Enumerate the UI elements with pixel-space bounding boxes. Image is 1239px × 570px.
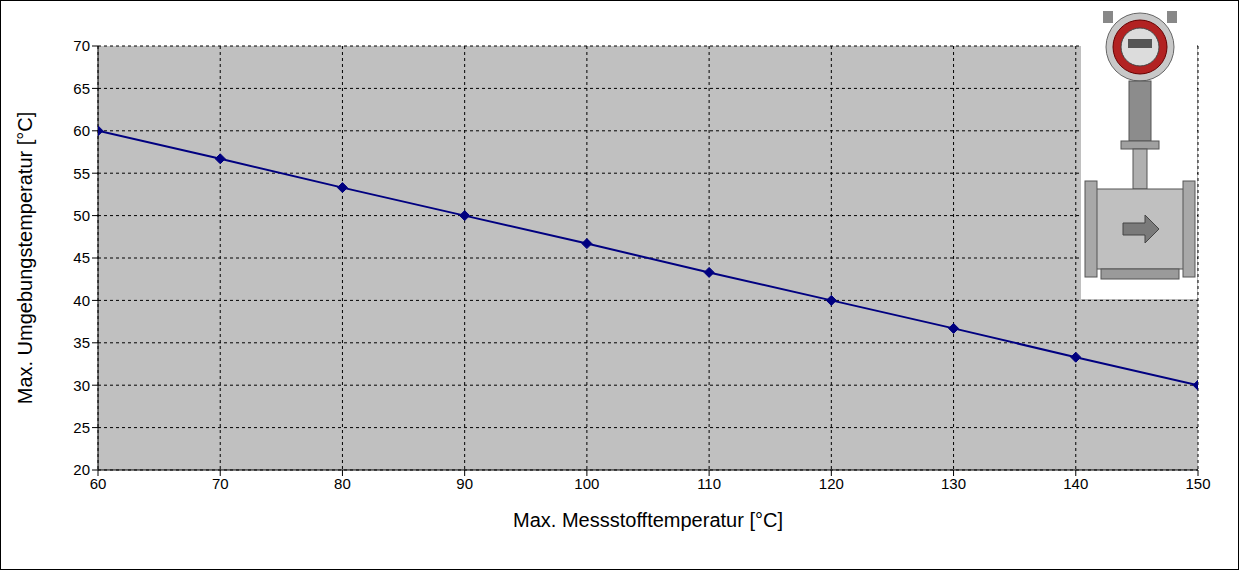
svg-text:120: 120	[819, 475, 844, 492]
svg-text:90: 90	[456, 475, 473, 492]
svg-text:30: 30	[73, 377, 90, 394]
svg-text:55: 55	[73, 165, 90, 182]
svg-text:70: 70	[73, 37, 90, 54]
svg-text:130: 130	[941, 475, 966, 492]
svg-text:150: 150	[1185, 475, 1210, 492]
svg-text:110: 110	[697, 475, 721, 492]
svg-text:Max. Umgebungstemperatur [°C]: Max. Umgebungstemperatur [°C]	[14, 112, 36, 405]
svg-text:35: 35	[73, 334, 90, 351]
svg-text:65: 65	[73, 80, 90, 97]
svg-text:80: 80	[334, 475, 351, 492]
svg-text:60: 60	[90, 475, 107, 492]
svg-text:45: 45	[73, 249, 90, 266]
svg-text:Max. Messstofftemperatur [°C]: Max. Messstofftemperatur [°C]	[513, 509, 783, 531]
svg-text:70: 70	[212, 475, 229, 492]
svg-text:60: 60	[73, 122, 90, 139]
svg-text:140: 140	[1063, 475, 1088, 492]
svg-text:100: 100	[574, 475, 599, 492]
svg-text:50: 50	[73, 207, 90, 224]
svg-text:25: 25	[73, 419, 90, 436]
svg-text:20: 20	[73, 461, 90, 478]
svg-text:40: 40	[73, 292, 90, 309]
